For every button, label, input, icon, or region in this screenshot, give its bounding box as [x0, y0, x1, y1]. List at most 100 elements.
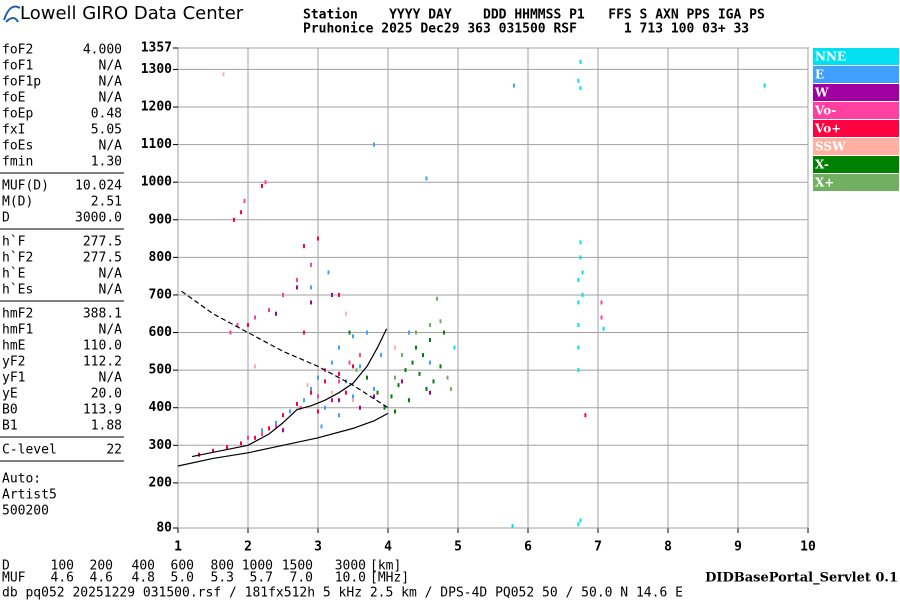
muf-value: 5.0 — [171, 571, 194, 586]
y-tick-label: 400 — [149, 400, 173, 415]
echo-point — [429, 323, 431, 328]
echo-point — [247, 435, 249, 440]
echo-point — [303, 330, 305, 335]
y-tick-label: 800 — [149, 250, 173, 265]
echo-point — [577, 300, 580, 305]
echo-point — [275, 311, 277, 316]
echo-point — [366, 330, 368, 335]
param-value: 20.0 — [91, 387, 122, 402]
echo-point — [331, 292, 333, 297]
param-value: 2.51 — [91, 195, 122, 210]
footer-servlet: DIDBasePortal_Servlet 0.1 — [705, 571, 898, 586]
param-name: B1 — [2, 419, 18, 434]
echo-point — [397, 383, 400, 388]
y-tick-label: 1000 — [141, 175, 172, 190]
echo-point — [429, 338, 431, 343]
echo-point — [348, 360, 351, 365]
header-line: Station YYYY DAY DDD HHMMSS P1 FFS S AXN… — [303, 8, 765, 23]
echo-point — [432, 379, 435, 384]
echo-point — [359, 405, 361, 410]
echo-point — [401, 379, 403, 384]
y-tick-label: 300 — [149, 438, 173, 453]
x-tick-label: 1 — [174, 540, 182, 555]
param-value: N/A — [99, 371, 123, 386]
x-tick-label: 9 — [734, 540, 742, 555]
echo-point — [352, 364, 354, 369]
echo-point — [310, 386, 312, 391]
echo-point — [408, 330, 410, 335]
echo-point — [425, 176, 428, 181]
echo-point — [373, 142, 375, 147]
echo-point — [401, 353, 403, 358]
echo-point — [352, 334, 354, 339]
auto-text: Auto: — [2, 472, 41, 487]
param-name: yF2 — [2, 355, 25, 370]
echo-point — [289, 409, 291, 414]
table-unit: [MHz] — [370, 571, 409, 586]
echo-point — [763, 83, 766, 88]
param-value: 112.2 — [83, 355, 122, 370]
echo-point — [254, 315, 256, 320]
echo-point — [317, 409, 319, 414]
param-value: 3000.0 — [75, 211, 122, 226]
echo-point — [236, 323, 239, 328]
echo-point — [240, 210, 242, 215]
x-tick-label: 3 — [314, 540, 322, 555]
echo-point — [222, 72, 225, 77]
echo-point — [425, 386, 428, 391]
param-name: foEs — [2, 139, 33, 154]
param-name: h`E — [2, 267, 25, 282]
footer-file: db pq052 20251229 031500.rsf / 181fx512h… — [2, 586, 683, 600]
param-name: hmE — [2, 339, 25, 354]
muf-value: 5.7 — [250, 571, 273, 586]
legend-swatch — [813, 102, 899, 119]
muf-value: 4.8 — [132, 571, 155, 586]
echo-point — [577, 368, 580, 373]
echo-point — [275, 424, 277, 429]
param-name: h`F2 — [2, 251, 33, 266]
echo-point — [243, 198, 246, 203]
param-name: hmF1 — [2, 323, 33, 338]
param-value: 0.48 — [91, 107, 122, 122]
x-tick-label: 7 — [594, 540, 602, 555]
echo-point — [282, 292, 284, 297]
param-name: M(D) — [2, 195, 33, 210]
echo-point — [439, 364, 442, 369]
echo-point — [296, 285, 298, 290]
param-name: fxI — [2, 123, 25, 138]
legend-swatch — [813, 138, 899, 155]
param-value: 10.024 — [75, 179, 122, 194]
echo-point — [584, 413, 587, 418]
echo-point — [579, 255, 582, 260]
echo-point — [394, 409, 396, 414]
y-tick-label: 200 — [149, 475, 173, 490]
echo-point — [317, 236, 319, 241]
legend-label: Vo+ — [814, 122, 841, 136]
legend-swatch — [813, 66, 899, 83]
header-line: Pruhonice 2025 Dec29 363 031500 RSF 1 71… — [303, 22, 749, 37]
param-name: foE — [2, 91, 25, 106]
legend-label: E — [815, 68, 824, 82]
x-tick-label: 2 — [244, 540, 252, 555]
echo-point — [306, 383, 309, 388]
echo-point — [264, 180, 267, 185]
echo-point — [404, 368, 407, 373]
echo-point — [581, 270, 584, 275]
legend-label: X- — [815, 158, 829, 172]
muf-value: 4.6 — [51, 571, 74, 586]
plot-frame — [177, 47, 809, 529]
echo-point — [338, 345, 340, 350]
distance: 3000 — [335, 559, 366, 574]
echo-point — [299, 405, 302, 410]
legend-swatch — [813, 84, 899, 101]
profile-trace — [191, 328, 388, 458]
echo-point — [324, 405, 326, 410]
legend-swatch — [813, 174, 899, 191]
legend-label: W — [814, 86, 829, 100]
echo-point — [352, 398, 354, 403]
echo-point — [345, 390, 347, 395]
muf-value: 5.3 — [211, 571, 234, 586]
echo-point — [303, 398, 305, 403]
echo-point — [359, 353, 361, 358]
